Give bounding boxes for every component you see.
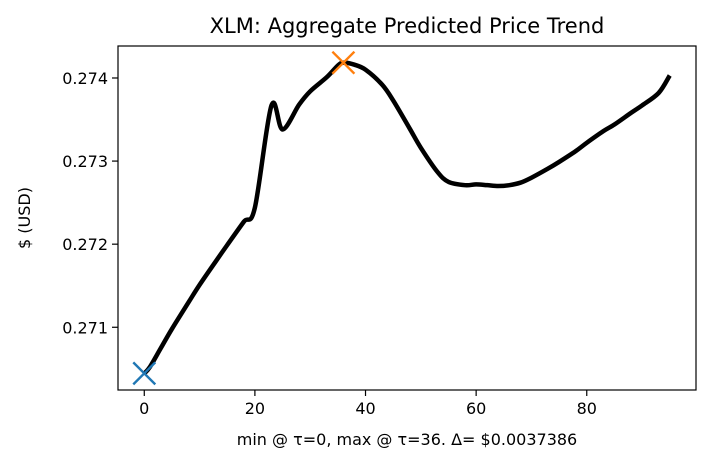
- x-tick-label: 0: [139, 399, 149, 418]
- x-tick-label: 60: [466, 399, 486, 418]
- max-marker: [331, 50, 356, 75]
- series-line: [142, 60, 672, 375]
- y-tick-label: 0.274: [62, 69, 108, 88]
- axes-frame: [117, 45, 697, 391]
- x-axis-label: min @ τ=0, max @ τ=36. Δ= $0.0037386: [237, 430, 577, 449]
- y-tick-label: 0.272: [62, 235, 108, 254]
- x-tick-label: 80: [577, 399, 597, 418]
- plot-area: [117, 45, 697, 391]
- y-tick-label: 0.273: [62, 152, 108, 171]
- x-axis-ticks: 0 20 40 60 80: [139, 390, 597, 418]
- x-tick-label: 40: [355, 399, 375, 418]
- min-marker: [132, 361, 157, 386]
- chart-title: XLM: Aggregate Predicted Price Trend: [210, 14, 605, 38]
- y-tick-label: 0.271: [62, 318, 108, 337]
- x-tick-label: 20: [245, 399, 265, 418]
- y-axis-ticks: 0.271 0.272 0.273 0.274: [62, 69, 118, 337]
- y-axis-label: $ (USD): [15, 187, 34, 249]
